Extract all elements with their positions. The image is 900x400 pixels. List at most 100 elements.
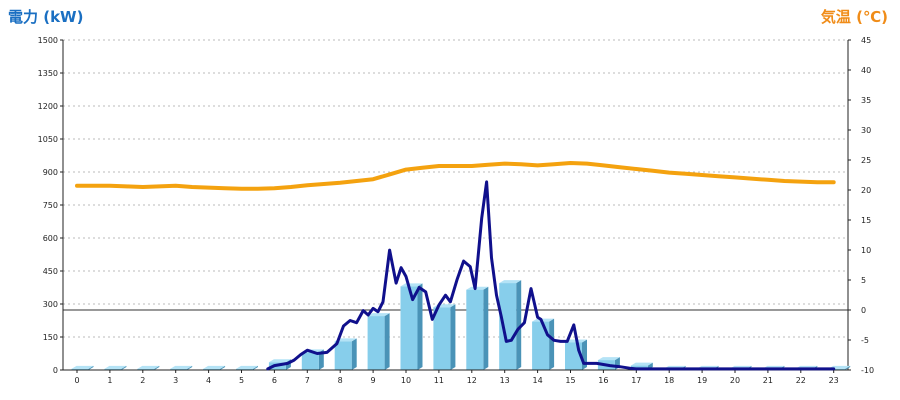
left-tick-label: 450 [43, 267, 58, 276]
x-tick-label: 14 [533, 376, 543, 385]
bar-side [384, 313, 390, 370]
bar-front [236, 368, 253, 370]
x-tick-label: 21 [763, 376, 773, 385]
right-tick-label: -10 [861, 366, 874, 375]
left-tick-label: 900 [43, 168, 58, 177]
temperature-line [75, 161, 836, 191]
left-tick-label: 150 [43, 333, 58, 342]
bar-front [301, 352, 319, 370]
bar [532, 318, 555, 370]
x-tick-label: 23 [829, 376, 839, 385]
bar-front [71, 368, 89, 370]
bar [170, 365, 193, 370]
x-tick-label: 5 [239, 376, 244, 385]
right-tick-label: 35 [861, 96, 871, 105]
right-axis-title: 気温 (℃) [820, 8, 888, 26]
power-line [266, 180, 836, 371]
bar-side [187, 365, 193, 370]
bar-front [499, 283, 517, 370]
bar-side [417, 283, 423, 370]
x-tick-label: 6 [272, 376, 277, 385]
bar [499, 280, 522, 370]
right-tick-label: -5 [861, 336, 869, 345]
bar [236, 365, 258, 370]
bar-top [367, 313, 390, 317]
x-tick-label: 0 [74, 376, 79, 385]
bar [203, 365, 226, 370]
x-tick-label: 11 [434, 376, 444, 385]
x-tick-label: 16 [598, 376, 608, 385]
left-axis-title: 電力 (kW) [8, 8, 84, 26]
bar-side [582, 339, 587, 370]
x-tick-label: 1 [107, 376, 112, 385]
x-tick-label: 17 [631, 376, 641, 385]
bar-top [334, 338, 357, 342]
bar-top [630, 362, 653, 366]
right-tick-label: 10 [861, 246, 871, 255]
bar [334, 338, 357, 370]
bar-top [268, 359, 291, 363]
x-tick-label: 19 [697, 376, 707, 385]
x-tick-label: 15 [565, 376, 575, 385]
bar-top [400, 283, 423, 287]
bar-front [334, 341, 352, 370]
left-tick-label: 600 [43, 234, 58, 243]
x-tick-label: 9 [371, 376, 376, 385]
right-tick-label: 20 [861, 186, 871, 195]
bar-side [88, 365, 94, 370]
bar-top [71, 365, 94, 369]
bar-top [170, 365, 193, 369]
x-tick-label: 12 [467, 376, 477, 385]
right-tick-label: 45 [861, 36, 871, 45]
right-tick-label: 30 [861, 126, 871, 135]
bar-front [203, 368, 221, 370]
x-tick-label: 3 [173, 376, 178, 385]
right-tick-label: 25 [861, 156, 871, 165]
left-tick-label: 1500 [38, 36, 58, 45]
bar [137, 365, 160, 370]
left-tick-label: 0 [53, 366, 58, 375]
bar-side [253, 365, 258, 370]
x-tick-label: 18 [664, 376, 674, 385]
bar-top [104, 365, 127, 369]
bar-top [532, 318, 555, 322]
x-tick-label: 10 [401, 376, 411, 385]
left-tick-label: 300 [43, 300, 58, 309]
bar-front [433, 307, 451, 370]
x-tick-label: 2 [140, 376, 145, 385]
x-tick-label: 7 [305, 376, 310, 385]
bar [71, 365, 94, 370]
bar-front [400, 286, 418, 370]
bar-side [483, 286, 489, 370]
x-tick-label: 4 [206, 376, 211, 385]
bar [433, 304, 456, 370]
right-tick-label: 0 [861, 306, 866, 315]
x-tick-label: 22 [796, 376, 806, 385]
x-tick-label: 20 [730, 376, 740, 385]
bar-top [466, 286, 489, 290]
right-tick-label: 40 [861, 66, 871, 75]
left-tick-label: 1050 [38, 135, 58, 144]
bar-front [532, 321, 550, 370]
left-tick-label: 1350 [38, 69, 58, 78]
right-tick-label: 5 [861, 276, 866, 285]
bar-side [121, 365, 127, 370]
bar-front [137, 368, 155, 370]
left-tick-label: 750 [43, 201, 58, 210]
bar-front [104, 368, 122, 370]
bar [400, 283, 423, 370]
bar [367, 313, 390, 370]
x-tick-label: 13 [500, 376, 510, 385]
bar-side [549, 318, 555, 370]
bar-side [845, 365, 851, 370]
bar-top [203, 365, 226, 369]
left-tick-label: 1200 [38, 102, 58, 111]
bar-front [466, 289, 484, 370]
bar-side [450, 304, 456, 370]
bar [104, 365, 127, 370]
bar-top [137, 365, 160, 369]
bar-front [367, 316, 385, 370]
bar-front [828, 368, 846, 370]
